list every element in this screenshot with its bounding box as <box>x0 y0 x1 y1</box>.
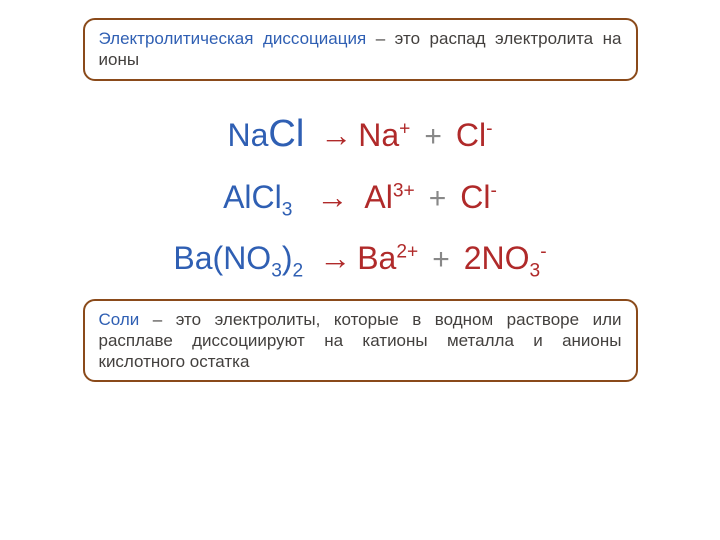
equation-row: AlCl3 → Al3+ + Cl- <box>223 181 497 214</box>
definition-bottom-box: Соли – это электролиты, которые в водном… <box>83 299 638 383</box>
definition-bottom-term: Соли <box>99 310 140 329</box>
arrow-icon: → <box>313 242 357 274</box>
cation-base: Al <box>364 179 392 215</box>
cation-base: Ba <box>357 240 396 276</box>
cation-charge: + <box>399 118 410 139</box>
cation: Al3+ <box>364 181 414 213</box>
anion: Cl- <box>456 119 493 151</box>
plus-sign: + <box>418 245 464 275</box>
equation-row: Ba(NO3)2 → Ba2+ + 2NO3- <box>173 242 546 275</box>
reactant: NaCl <box>227 115 304 153</box>
anion-base: Cl <box>456 117 486 153</box>
anion-charge: - <box>486 118 492 139</box>
anion: Cl- <box>460 181 497 213</box>
reactant-post: ) <box>282 240 293 276</box>
definition-bottom-rest: – это электролиты, которые в водном раст… <box>99 310 622 372</box>
reactant-sub2: 2 <box>293 260 304 281</box>
anion-sub: 3 <box>530 260 541 281</box>
definition-top-box: Электролитическая диссоциация – это расп… <box>83 18 638 81</box>
anion-base: NO <box>482 240 530 276</box>
plus-sign: + <box>415 184 461 214</box>
reactant-sub: 3 <box>282 199 293 220</box>
cation: Ba2+ <box>357 242 418 274</box>
reactant-pre: Na <box>227 117 268 153</box>
reactant: AlCl3 <box>223 181 292 213</box>
reactant-pre: Ba(NO <box>173 240 271 276</box>
cation-charge: 3+ <box>393 180 415 201</box>
reactant-big: Cl <box>268 113 304 155</box>
anion-charge: - <box>491 180 497 201</box>
cation: Na+ <box>358 119 410 151</box>
anion: 2NO3- <box>464 242 547 274</box>
anion-base: Cl <box>460 179 490 215</box>
equations-block: NaCl → Na+ + Cl- AlCl3 → Al3+ + <box>60 115 660 275</box>
plus-sign: + <box>410 122 456 152</box>
slide: Электролитическая диссоциация – это расп… <box>0 0 720 540</box>
arrow-icon: → <box>314 119 358 151</box>
anion-coef: 2 <box>464 240 482 276</box>
cation-charge: 2+ <box>396 241 418 262</box>
equation-row: NaCl → Na+ + Cl- <box>227 115 492 153</box>
arrow-icon: → <box>310 181 354 213</box>
cation-base: Na <box>358 117 399 153</box>
reactant-pre: AlCl <box>223 179 282 215</box>
reactant: Ba(NO3)2 <box>173 242 303 274</box>
reactant-sub: 3 <box>271 260 282 281</box>
anion-charge: - <box>540 241 546 262</box>
definition-top-term: Электролитическая диссоциация <box>99 29 367 48</box>
